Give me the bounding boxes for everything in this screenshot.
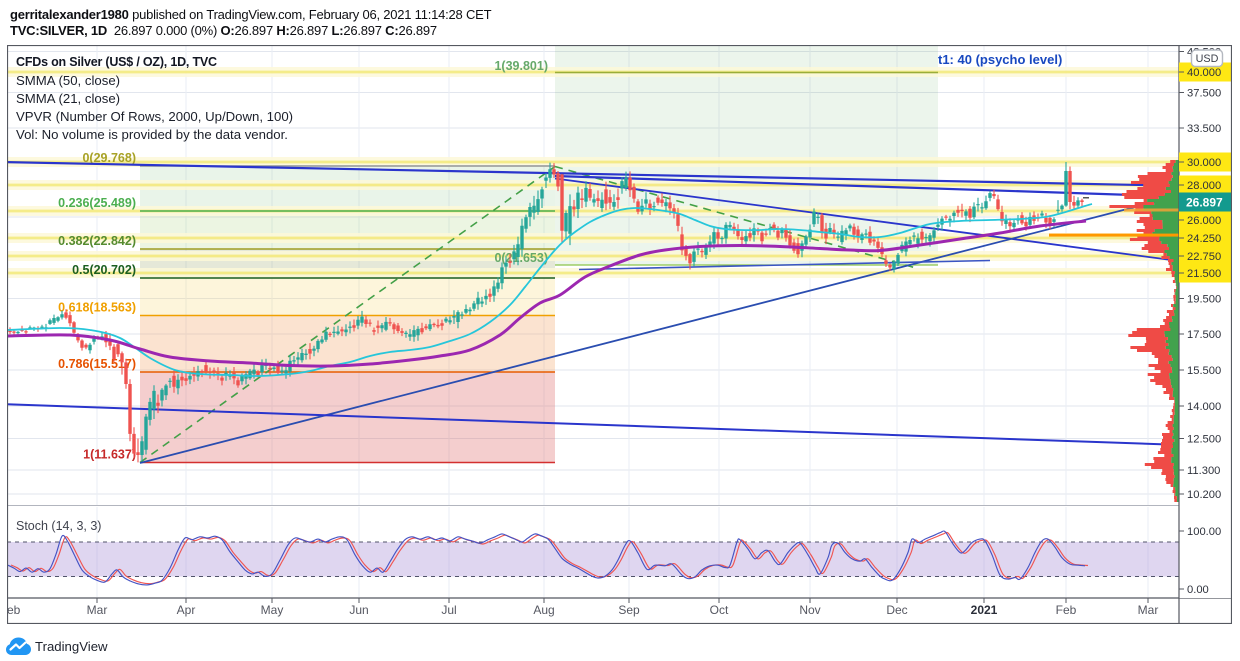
- svg-text:40.000: 40.000: [1187, 67, 1221, 79]
- svg-text:Feb: Feb: [1056, 603, 1077, 617]
- svg-text:1(39.801): 1(39.801): [494, 59, 548, 73]
- svg-text:17.500: 17.500: [1187, 329, 1221, 341]
- svg-text:Sep: Sep: [618, 603, 640, 617]
- svg-text:0(29.768): 0(29.768): [82, 151, 136, 165]
- svg-text:Stoch (14, 3, 3): Stoch (14, 3, 3): [16, 519, 101, 533]
- svg-text:0.00: 0.00: [1187, 584, 1209, 596]
- svg-text:22.750: 22.750: [1187, 251, 1221, 263]
- svg-text:VPVR (Number Of Rows, 2000, Up: VPVR (Number Of Rows, 2000, Up/Down, 100…: [16, 109, 293, 124]
- svg-text:100.00: 100.00: [1187, 526, 1221, 538]
- svg-text:SMMA (50, close): SMMA (50, close): [16, 73, 120, 88]
- svg-text:11.300: 11.300: [1187, 465, 1220, 477]
- svg-text:30.000: 30.000: [1187, 157, 1221, 169]
- svg-text:0.382(22.842): 0.382(22.842): [58, 234, 136, 248]
- svg-text:2021: 2021: [971, 603, 998, 617]
- svg-text:SMMA (21, close): SMMA (21, close): [16, 91, 120, 106]
- svg-text:26.000: 26.000: [1187, 215, 1221, 227]
- svg-text:May: May: [261, 603, 284, 617]
- svg-text:0(21.653): 0(21.653): [494, 251, 548, 265]
- svg-text:CFDs on Silver (US$ / OZ), 1D,: CFDs on Silver (US$ / OZ), 1D, TVC: [16, 55, 217, 69]
- svg-text:0.786(15.517): 0.786(15.517): [58, 357, 136, 371]
- svg-text:21.500: 21.500: [1187, 268, 1221, 280]
- svg-text:37.500: 37.500: [1187, 88, 1221, 100]
- svg-text:0.5(20.702): 0.5(20.702): [72, 263, 136, 277]
- svg-text:19.500: 19.500: [1187, 294, 1221, 306]
- svg-text:Mar: Mar: [1138, 603, 1159, 617]
- svg-text:Aug: Aug: [533, 603, 554, 617]
- svg-text:Jun: Jun: [349, 603, 368, 617]
- svg-text:TradingView: TradingView: [35, 639, 108, 654]
- svg-text:Apr: Apr: [177, 603, 196, 617]
- svg-text:t1: 40 (psycho level): t1: 40 (psycho level): [938, 52, 1062, 67]
- svg-text:Vol: No volume is provided by: Vol: No volume is provided by the data v…: [16, 127, 288, 142]
- svg-text:Dec: Dec: [886, 603, 907, 617]
- svg-text:15.500: 15.500: [1187, 365, 1221, 377]
- svg-text:33.500: 33.500: [1187, 123, 1221, 135]
- svg-text:28.000: 28.000: [1187, 180, 1221, 192]
- svg-text:Mar: Mar: [87, 603, 108, 617]
- svg-text:14.000: 14.000: [1187, 401, 1221, 413]
- svg-text:26.897: 26.897: [1186, 196, 1223, 210]
- svg-text:Nov: Nov: [799, 603, 820, 617]
- svg-text:24.250: 24.250: [1187, 233, 1221, 245]
- svg-text:Jul: Jul: [441, 603, 456, 617]
- svg-text:USD: USD: [1196, 53, 1219, 65]
- svg-text:12.500: 12.500: [1187, 434, 1221, 446]
- svg-text:1(11.637): 1(11.637): [83, 448, 136, 462]
- svg-text:Oct: Oct: [710, 603, 729, 617]
- svg-text:eb: eb: [7, 603, 21, 617]
- svg-text:10.200: 10.200: [1187, 489, 1221, 501]
- svg-text:0.236(25.489): 0.236(25.489): [58, 196, 136, 210]
- svg-text:0.618(18.563): 0.618(18.563): [58, 301, 136, 315]
